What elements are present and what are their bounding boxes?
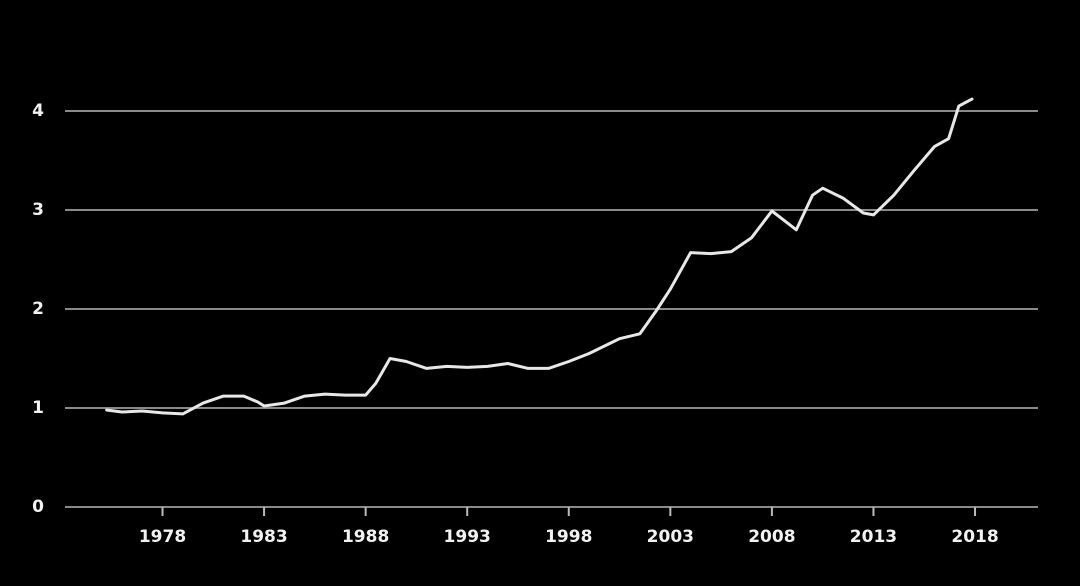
x-tick-label: 2008 bbox=[748, 527, 795, 547]
y-tick-label: 4 bbox=[32, 101, 44, 121]
y-tick-label: 3 bbox=[32, 200, 44, 220]
x-tick-label: 1988 bbox=[342, 527, 389, 547]
x-tick-label: 1978 bbox=[139, 527, 186, 547]
x-tick-label: 1998 bbox=[545, 527, 592, 547]
data-line bbox=[105, 97, 974, 416]
x-tick-label: 2013 bbox=[850, 527, 897, 547]
x-tick-label: 1983 bbox=[240, 527, 287, 547]
y-tick-label: 2 bbox=[32, 299, 44, 319]
y-tick-label: 0 bbox=[32, 497, 44, 517]
x-tick-label: 1993 bbox=[444, 527, 491, 547]
x-tick-label: 2003 bbox=[647, 527, 694, 547]
x-tick-label: 2018 bbox=[951, 527, 998, 547]
y-tick-label: 1 bbox=[32, 398, 44, 418]
